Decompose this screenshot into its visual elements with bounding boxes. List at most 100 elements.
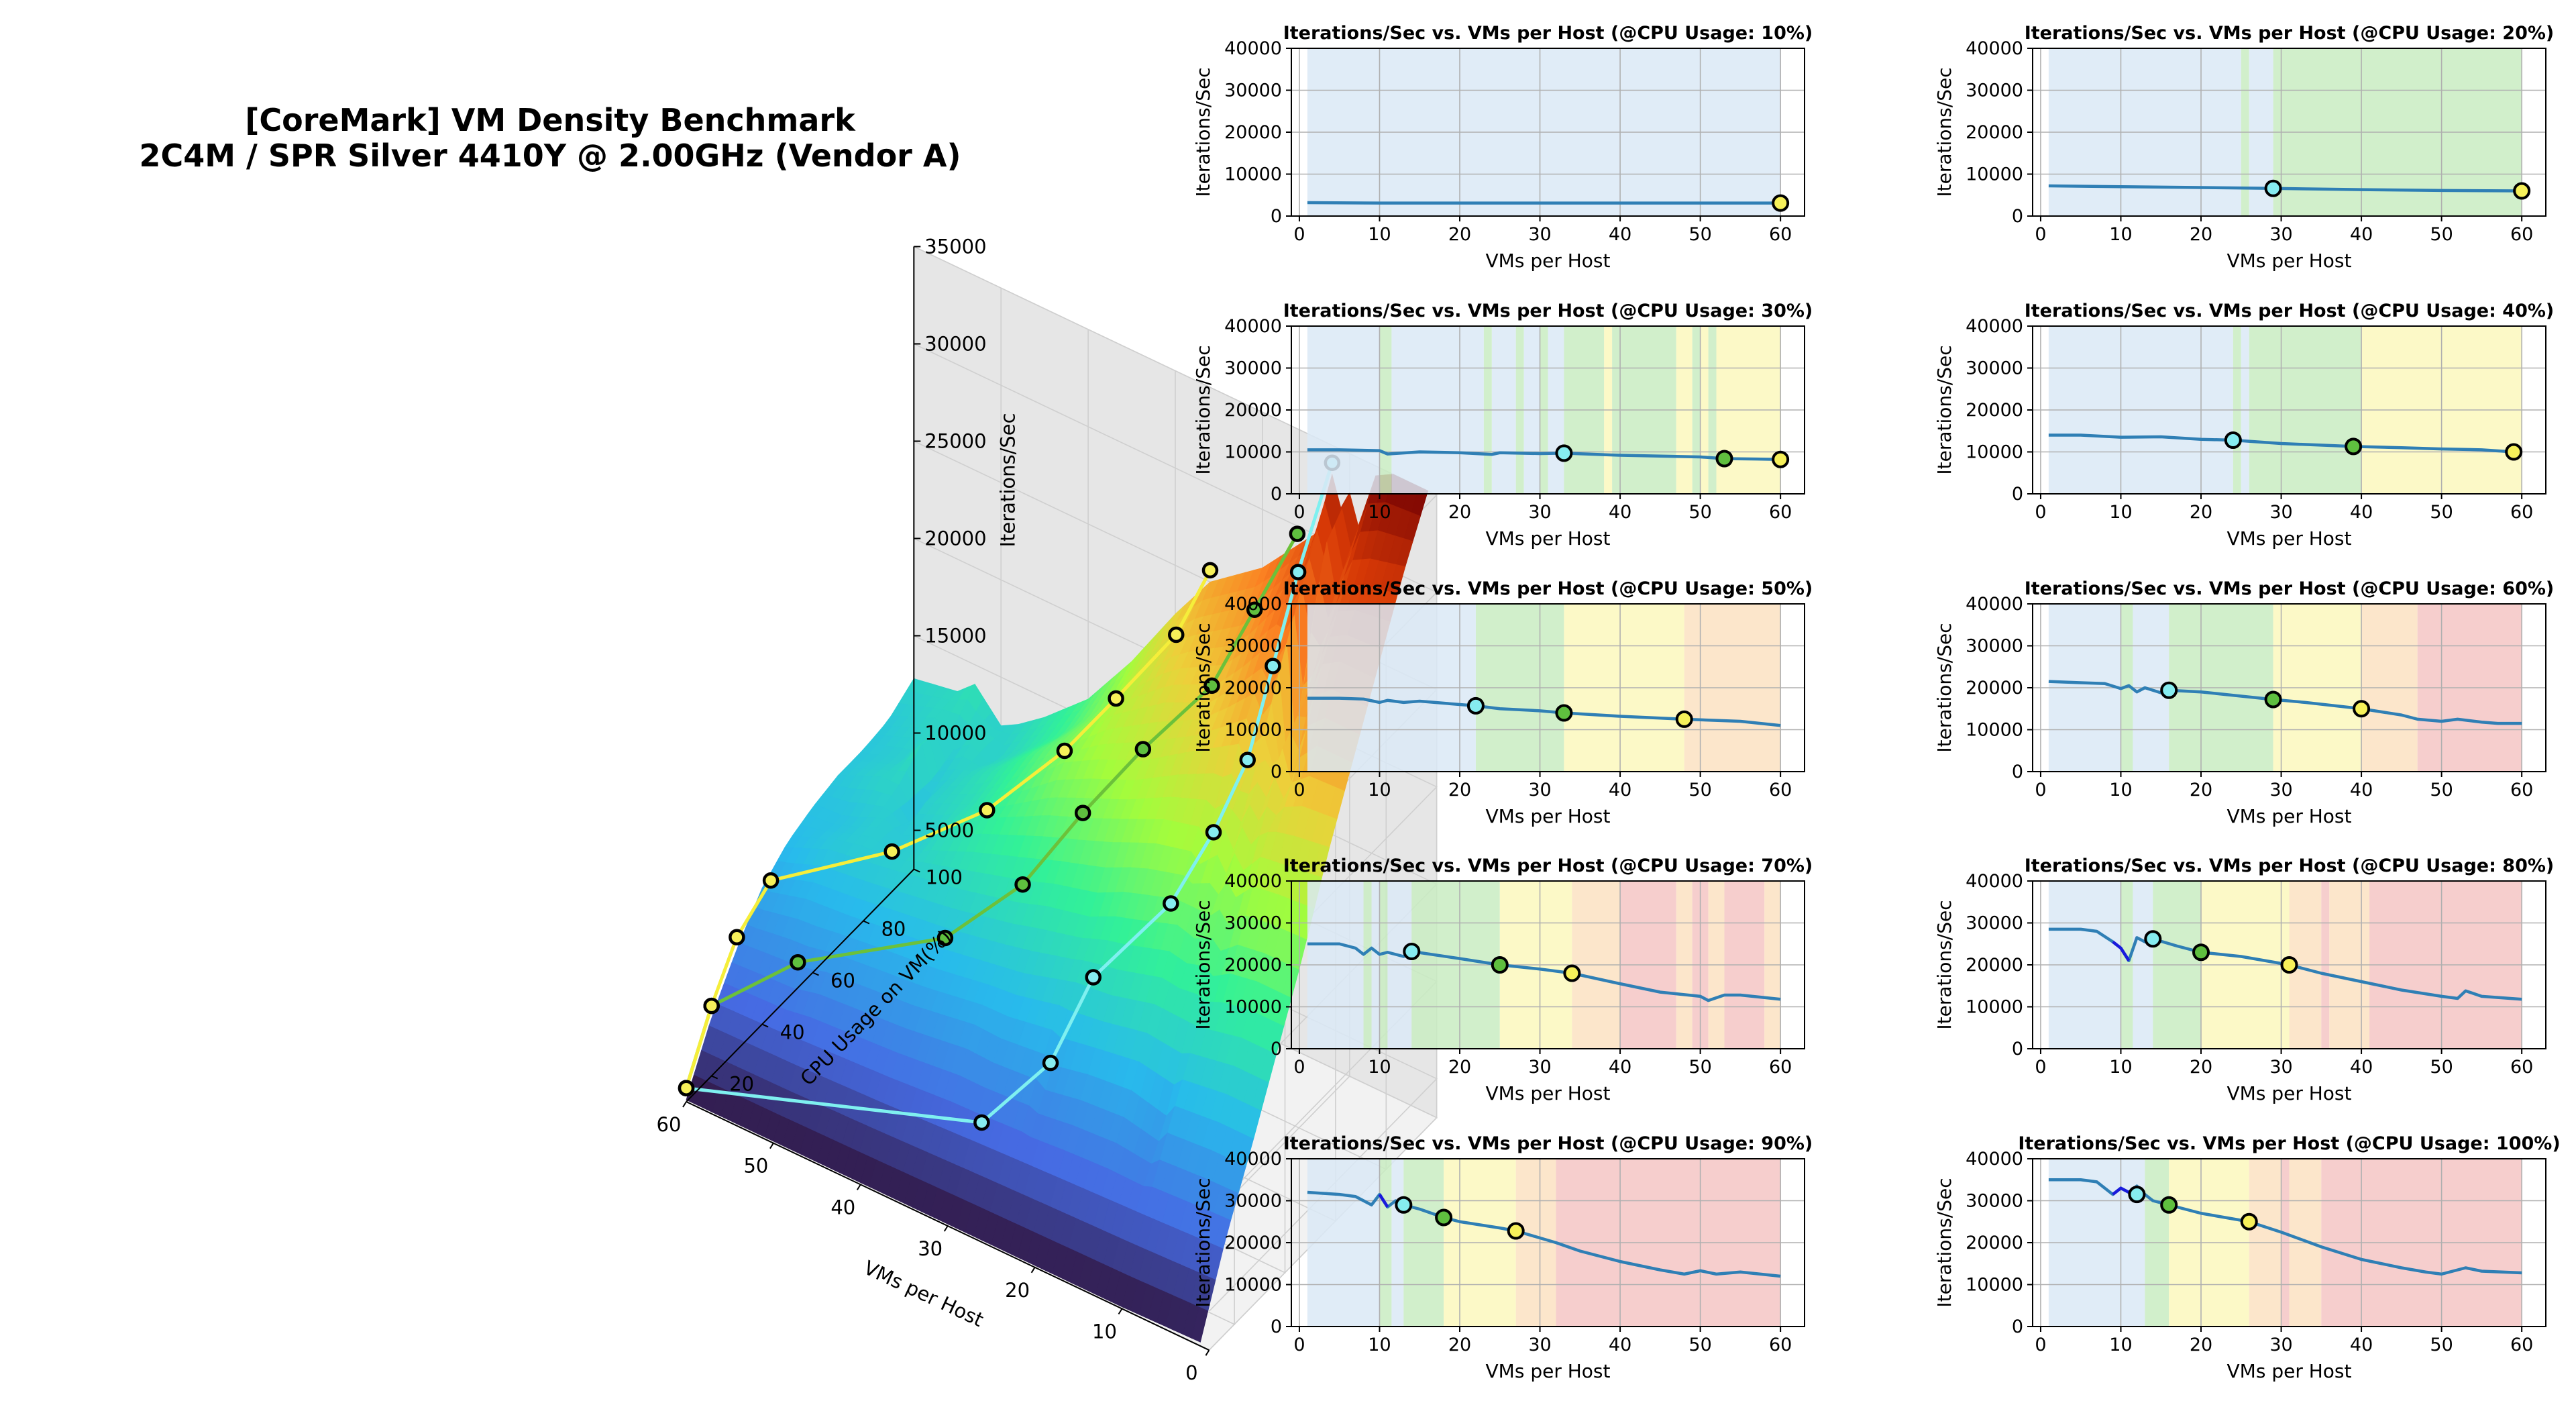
panel-cpu-100: 0 10 20 30 40 50 60010000200003000040000Iterat… <box>1933 1133 2561 1382</box>
panel-cpu-50: 0 10 20 30 40 50 60010000200003000040000Iterat… <box>1192 578 1813 827</box>
y-tick-label: 10000 <box>1224 997 1282 1018</box>
x-tick-label: 60 <box>1769 224 1792 245</box>
x-tick-label: 40 <box>1609 224 1631 245</box>
path-marker-yellow <box>678 1080 695 1096</box>
path-marker-yellow <box>729 929 745 946</box>
y-tick-label: 30000 <box>1966 358 2023 379</box>
x-tick-label: 0 <box>2035 1057 2046 1078</box>
path-marker-green <box>1074 805 1091 821</box>
x-tick-label: 0 <box>1185 1361 1197 1384</box>
series-highlight <box>1378 1193 1389 1208</box>
x-tick <box>1205 1349 1210 1356</box>
x-tick-label: 50 <box>2430 1335 2453 1355</box>
z-axis-label: Iterations/Sec <box>996 413 1019 547</box>
path-marker-yellow <box>762 872 780 889</box>
x-tick-label: 60 <box>2510 780 2533 800</box>
y-tick-label: 40000 <box>1224 38 1282 59</box>
panel-cpu-80: 0 10 20 30 40 50 60010000200003000040000Iterat… <box>1933 855 2554 1104</box>
x-tick-label: 20 <box>1448 1057 1471 1078</box>
x-tick-label: 40 <box>2350 224 2373 245</box>
x-axis-label: VMs per Host <box>2227 1360 2352 1382</box>
x-tick-label: 50 <box>1688 502 1711 523</box>
x-tick-label: 20 <box>2190 224 2212 245</box>
x-tick-label: 0 <box>1293 224 1305 245</box>
panel-cpu-90: 0 10 20 30 40 50 60010000200003000040000Iterat… <box>1192 1133 1813 1382</box>
y-tick-label: 0 <box>1271 1316 1282 1337</box>
y-tick-label: 0 <box>1271 1039 1282 1059</box>
x-axis-label: VMs per Host <box>2227 250 2352 272</box>
x-axis-label: VMs per Host <box>1486 1082 1611 1104</box>
y-tick-label: 0 <box>2012 762 2023 782</box>
panel-cpu-10: 0 10 20 30 40 50 60010000200003000040000Iterat… <box>1192 23 1813 272</box>
series-highlight <box>2112 940 2131 962</box>
x-axis-label: VMs per Host <box>2227 1082 2352 1104</box>
x-tick-label: 60 <box>2510 224 2533 245</box>
x-tick <box>769 1143 774 1149</box>
line-chart-panels: 0 10 20 30 40 50 60010000200003000040000Iterat… <box>1192 23 2561 1382</box>
path-marker-green <box>1134 741 1152 758</box>
figure-title-line-2: 2C4M / SPR Silver 4410Y @ 2.00GHz (Vendo… <box>139 138 961 174</box>
y-tick-label: 10000 <box>1966 997 2023 1018</box>
panel-cpu-40: 0 10 20 30 40 50 60010000200003000040000Iterat… <box>1933 301 2554 550</box>
x-tick-label: 30 <box>1528 224 1551 245</box>
marker-yellow <box>2240 1212 2258 1231</box>
x-tick-label: 0 <box>1293 502 1305 523</box>
y-tick-label: 30000 <box>1966 636 2023 657</box>
path-cyan <box>686 462 1334 1125</box>
x-tick-label: 10 <box>1368 1335 1391 1355</box>
y-tick-label: 0 <box>2012 484 2023 505</box>
x-axis-label: VMs per Host <box>1486 805 1611 827</box>
y-tick-label: 30000 <box>1224 1191 1282 1212</box>
x-tick-label: 40 <box>1609 780 1631 800</box>
y-axis-label: Iterations/Sec <box>1192 67 1214 197</box>
panel-title: Iterations/Sec vs. VMs per Host (@CPU Us… <box>1283 855 1813 876</box>
y-tick-label: 0 <box>2012 206 2023 227</box>
path-marker-green <box>1203 677 1220 694</box>
y-tick <box>913 868 920 873</box>
x-tick-label: 20 <box>1005 1279 1030 1302</box>
y-tick-label: 0 <box>2012 1316 2023 1337</box>
path-marker-green <box>1246 601 1263 618</box>
y-tick-label: 40000 <box>1224 1149 1282 1170</box>
path-marker-yellow <box>1108 690 1124 707</box>
x-axis-label: VMs per Host <box>2227 527 2352 550</box>
y-tick-label: 30000 <box>1966 1191 2023 1212</box>
path-marker-cyan <box>1265 658 1281 674</box>
x-tick-label: 0 <box>2035 224 2046 245</box>
x-tick-label: 0 <box>2035 502 2046 523</box>
x-tick-label: 0 <box>2035 1335 2046 1355</box>
x-tick-label: 50 <box>1688 1057 1711 1078</box>
panel-title: Iterations/Sec vs. VMs per Host (@CPU Us… <box>2025 578 2555 599</box>
x-tick-label: 10 <box>1092 1320 1117 1343</box>
x-tick-label: 60 <box>1769 1335 1792 1355</box>
path-marker-yellow <box>1056 742 1073 760</box>
marker-cyan <box>1555 444 1573 462</box>
series-line <box>1307 448 1781 461</box>
x-tick <box>943 1225 949 1232</box>
path-green <box>684 533 1299 1089</box>
marker-green <box>2192 943 2210 962</box>
x-tick-label: 40 <box>1609 1057 1631 1078</box>
x-tick-label: 30 <box>2269 1057 2292 1078</box>
y-tick-label: 40000 <box>1224 871 1282 892</box>
y-tick-label: 20000 <box>1224 1233 1282 1253</box>
path-marker-yellow <box>1201 562 1219 579</box>
y-tick-label: 0 <box>2012 1039 2023 1059</box>
y-tick-label: 30000 <box>1966 81 2023 101</box>
series-line <box>2048 433 2522 454</box>
marker-yellow <box>1507 1222 1525 1240</box>
z-tick-label: 35000 <box>924 236 986 258</box>
y-tick-label: 10000 <box>1966 720 2023 741</box>
figure-title-line-1: [CoreMark] VM Density Benchmark <box>245 102 856 138</box>
panel-title: Iterations/Sec vs. VMs per Host (@CPU Us… <box>2025 855 2555 876</box>
path-marker-green <box>936 929 954 947</box>
y-axis-label: Iterations/Sec <box>1192 345 1214 474</box>
z-tick-label: 10000 <box>924 722 986 745</box>
x-tick-label: 40 <box>1609 1335 1631 1355</box>
x-tick-label: 20 <box>2190 1335 2212 1355</box>
y-tick-label: 10000 <box>1966 1275 2023 1296</box>
y-tick-label: 10000 <box>1224 1275 1282 1296</box>
x-tick-label: 10 <box>2109 1057 2132 1078</box>
x-tick-label: 20 <box>1448 502 1471 523</box>
x-tick-label: 60 <box>1769 502 1792 523</box>
